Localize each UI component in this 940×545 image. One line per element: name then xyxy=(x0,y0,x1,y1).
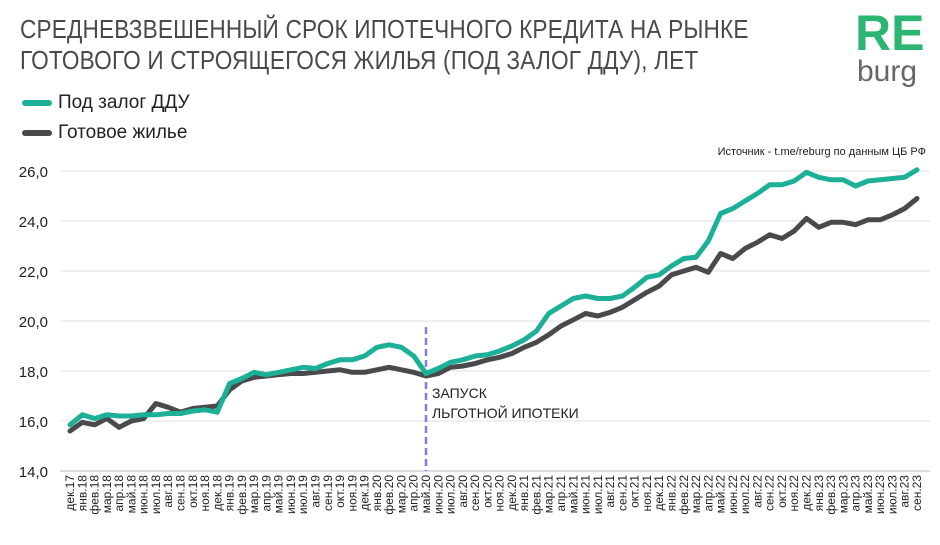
x-tick-label: дек.20 xyxy=(505,475,519,511)
x-tick-label: авг.20 xyxy=(456,475,470,508)
x-tick-label: дек.18 xyxy=(210,475,224,511)
x-tick-label: май.22 xyxy=(714,475,728,514)
x-tick-label: окт.20 xyxy=(480,475,494,508)
x-tick-label: июл.20 xyxy=(444,475,458,514)
annotation-text-line1: ЗАПУСК xyxy=(432,385,488,401)
x-tick-label: апр.19 xyxy=(259,475,273,512)
x-tick-label: ноя.18 xyxy=(198,475,212,512)
x-tick-label: июн.20 xyxy=(431,475,445,514)
x-tick-label: мар.21 xyxy=(542,475,556,514)
x-tick-label: май.18 xyxy=(124,475,138,514)
x-tick-label: фев.19 xyxy=(235,475,249,515)
x-tick-label: май.19 xyxy=(272,475,286,514)
x-tick-label: фев.18 xyxy=(88,475,102,515)
x-tick-label: янв.22 xyxy=(664,475,678,512)
y-tick-label: 20,0 xyxy=(19,314,48,331)
reburg-logo: RE burg xyxy=(855,5,925,88)
x-tick-label: дек.22 xyxy=(800,475,814,511)
x-tick-label: май.23 xyxy=(861,475,875,514)
x-tick-label: ноя.22 xyxy=(787,475,801,512)
x-tick-label: апр.22 xyxy=(701,475,715,512)
x-tick-label: окт.21 xyxy=(628,475,642,508)
x-tick-label: июн.18 xyxy=(137,475,151,514)
series-line-ready xyxy=(67,196,920,434)
y-tick-label: 24,0 xyxy=(19,214,48,231)
x-tick-label: фев.23 xyxy=(824,475,838,515)
x-tick-label: дек.21 xyxy=(652,475,666,511)
x-tick-label: дек.17 xyxy=(63,475,77,511)
x-tick-label: авг.23 xyxy=(898,475,912,508)
x-tick-label: ноя.19 xyxy=(345,475,359,512)
x-tick-label: июл.19 xyxy=(296,475,310,514)
x-tick-label: ноя.21 xyxy=(640,475,654,512)
x-tick-label: окт.22 xyxy=(775,475,789,508)
x-tick-label: янв.18 xyxy=(75,475,89,512)
x-tick-label: апр.20 xyxy=(407,475,421,512)
legend-swatch-ready xyxy=(22,130,52,136)
logo-burg: burg xyxy=(857,55,918,88)
x-tick-label: окт.19 xyxy=(333,475,347,508)
legend-item-ddu: Под залог ДДУ xyxy=(22,92,190,114)
x-tick-label: май.21 xyxy=(566,475,580,514)
x-tick-label: фев.21 xyxy=(529,475,543,515)
x-tick-label: фев.20 xyxy=(382,475,396,515)
x-tick-label: май.20 xyxy=(419,475,433,514)
x-tick-label: июн.23 xyxy=(873,475,887,514)
legend-label-ready: Готовое жилье xyxy=(58,122,188,143)
y-tick-label: 18,0 xyxy=(19,364,48,381)
x-tick-label: апр.18 xyxy=(112,475,126,512)
y-tick-label: 14,0 xyxy=(19,464,48,481)
x-tick-label: июл.18 xyxy=(149,475,163,514)
y-tick-label: 16,0 xyxy=(19,414,48,431)
x-tick-label: окт.18 xyxy=(186,475,200,508)
title-line-1: СРЕДНЕВЗВЕШЕННЫЙ СРОК ИПОТЕЧНОГО КРЕДИТА… xyxy=(20,14,749,44)
x-tick-label: апр.23 xyxy=(849,475,863,512)
x-tick-label: сен.23 xyxy=(910,475,924,511)
x-tick-label: янв.23 xyxy=(812,475,826,512)
x-tick-label: сен.22 xyxy=(763,475,777,511)
logo-re: RE xyxy=(855,5,925,61)
annotation-text-line2: ЛЬГОТНОЙ ИПОТЕКИ xyxy=(432,404,579,421)
x-tick-label: мар.22 xyxy=(689,475,703,514)
x-tick-label: авг.22 xyxy=(750,475,764,508)
title-line-2: ГОТОВОГО И СТРОЯЩЕГОСЯ ЖИЛЬЯ (ПОД ЗАЛОГ … xyxy=(20,45,699,75)
x-tick-label: апр.21 xyxy=(554,475,568,512)
x-tick-label: июл.23 xyxy=(885,475,899,514)
legend-swatch-ddu xyxy=(22,100,52,106)
y-tick-label: 22,0 xyxy=(19,264,48,281)
x-tick-label: мар.18 xyxy=(100,475,114,514)
legend-item-ready: Готовое жилье xyxy=(22,122,187,144)
x-tick-label: дек.19 xyxy=(358,475,372,511)
x-tick-label: июл.21 xyxy=(591,475,605,514)
x-tick-label: июн.22 xyxy=(726,475,740,514)
legend-label-ddu: Под залог ДДУ xyxy=(58,92,190,113)
x-tick-label: июн.19 xyxy=(284,475,298,514)
x-tick-label: ноя.20 xyxy=(493,475,507,512)
x-tick-label: сен.20 xyxy=(468,475,482,511)
x-tick-label: фев.22 xyxy=(677,475,691,515)
y-tick-label: 26,0 xyxy=(19,164,48,181)
x-tick-label: янв.21 xyxy=(517,475,531,512)
source-note: Источник - t.me/reburg по данным ЦБ РФ xyxy=(717,146,926,158)
x-tick-label: янв.20 xyxy=(370,475,384,512)
x-tick-label: авг.18 xyxy=(161,475,175,508)
x-tick-label: янв.19 xyxy=(223,475,237,512)
x-tick-label: мар.20 xyxy=(394,475,408,514)
x-tick-label: мар.19 xyxy=(247,475,261,514)
chart-title: СРЕДНЕВЗВЕШЕННЫЙ СРОК ИПОТЕЧНОГО КРЕДИТА… xyxy=(20,14,838,76)
series-line-ddu xyxy=(67,167,920,428)
x-tick-label: июн.21 xyxy=(579,475,593,514)
x-tick-label: мар.23 xyxy=(836,475,850,514)
x-tick-label: авг.21 xyxy=(603,475,617,508)
x-tick-label: сен.18 xyxy=(173,475,187,511)
x-tick-label: сен.21 xyxy=(615,475,629,511)
x-tick-label: авг.19 xyxy=(309,475,323,508)
x-tick-label: сен.19 xyxy=(321,475,335,511)
x-tick-label: июл.22 xyxy=(738,475,752,514)
